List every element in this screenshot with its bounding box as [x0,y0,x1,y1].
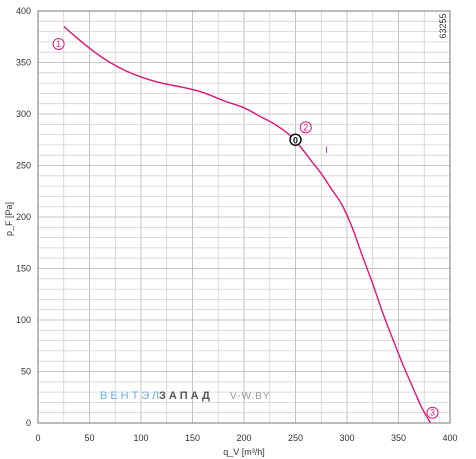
y-tick-label: 350 [16,58,31,68]
x-tick-label: 250 [288,433,303,443]
x-tick-label: 400 [442,433,457,443]
chart-axes [37,10,451,424]
y-tick-label: 200 [16,212,31,222]
curve-markers: 1 2 3 0 I [52,37,439,419]
watermark-logo: ВЕНТЭЛ ЗАПАД V-W.BY [100,390,270,402]
x-tick-label: 0 [35,433,40,443]
x-axis-title: q_V [m³/h] [223,447,265,457]
watermark-part3: V-W.BY [230,391,270,402]
watermark-part2: ЗАПАД [159,390,213,402]
x-tick-labels: 0 50 100 150 200 250 300 350 400 [35,433,457,443]
y-tick-label: 50 [21,367,31,377]
curve-marker-label: 2 [303,122,308,132]
y-tick-label: 250 [16,161,31,171]
x-tick-label: 100 [133,433,148,443]
curve-marker-circle [52,37,65,50]
x-tick-label: 200 [236,433,251,443]
operating-point-icon [289,133,302,146]
x-tick-label: 350 [391,433,406,443]
plot-frame [37,10,451,424]
y-tick-label: 150 [16,264,31,274]
y-axis-title: p_F [Pa] [4,202,14,236]
figure-id-label: 63255 [438,13,448,38]
curve-series [63,25,432,424]
y-tick-labels: 0 50 100 150 200 250 300 350 400 [16,6,31,428]
y-tick-label: 400 [16,6,31,16]
chart-grid [37,10,451,424]
operating-point-label: 0 [293,135,298,145]
watermark-part1: ВЕНТЭЛ [100,390,162,402]
curve-marker-circle [299,121,312,134]
x-tick-label: 300 [339,433,354,443]
curve-marker-circle [426,406,439,419]
fan-curve-line [63,25,432,424]
x-tick-label: 150 [185,433,200,443]
y-tick-label: 0 [26,418,31,428]
y-tick-label: 300 [16,109,31,119]
curve-id-label: I [325,145,328,155]
y-tick-label: 100 [16,315,31,325]
x-tick-label: 50 [84,433,94,443]
curve-marker-label: 3 [430,408,435,418]
curve-marker-label: 1 [56,39,61,49]
